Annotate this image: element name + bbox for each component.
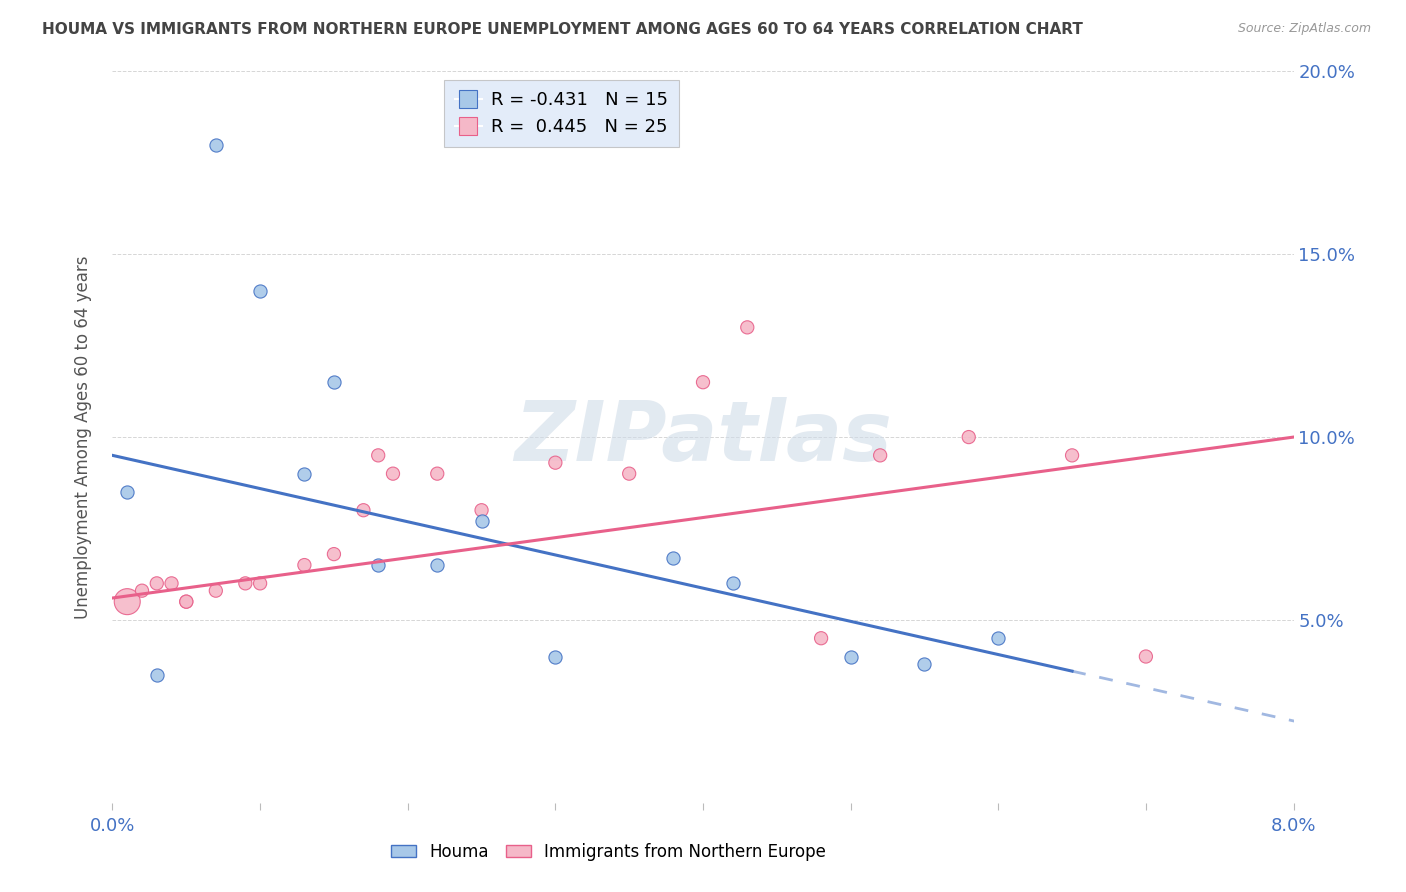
Point — [205, 137, 228, 152]
Point — [721, 576, 744, 591]
Point — [426, 467, 449, 481]
Point — [292, 467, 315, 481]
Point — [367, 558, 389, 573]
Point — [987, 632, 1010, 646]
Point — [619, 467, 641, 481]
Point — [323, 547, 346, 561]
Point — [426, 558, 449, 573]
Point — [957, 430, 980, 444]
Legend: Houma, Immigrants from Northern Europe: Houma, Immigrants from Northern Europe — [384, 837, 832, 868]
Text: Source: ZipAtlas.com: Source: ZipAtlas.com — [1237, 22, 1371, 36]
Point — [869, 449, 891, 463]
Point — [249, 576, 271, 591]
Point — [117, 594, 138, 608]
Point — [737, 320, 759, 334]
Point — [160, 576, 183, 591]
Point — [352, 503, 374, 517]
Text: ZIPatlas: ZIPatlas — [515, 397, 891, 477]
Point — [1135, 649, 1157, 664]
Point — [544, 456, 567, 470]
Point — [382, 467, 405, 481]
Text: HOUMA VS IMMIGRANTS FROM NORTHERN EUROPE UNEMPLOYMENT AMONG AGES 60 TO 64 YEARS : HOUMA VS IMMIGRANTS FROM NORTHERN EUROPE… — [42, 22, 1083, 37]
Point — [174, 594, 197, 608]
Point — [233, 576, 256, 591]
Point — [839, 649, 862, 664]
Point — [205, 583, 228, 598]
Point — [810, 632, 832, 646]
Point — [692, 376, 714, 390]
Point — [131, 583, 153, 598]
Point — [249, 284, 271, 298]
Y-axis label: Unemployment Among Ages 60 to 64 years: Unemployment Among Ages 60 to 64 years — [73, 255, 91, 619]
Point — [471, 514, 494, 528]
Point — [914, 657, 936, 671]
Point — [174, 594, 197, 608]
Point — [1062, 449, 1084, 463]
Point — [471, 503, 494, 517]
Point — [117, 485, 138, 500]
Point — [146, 667, 169, 681]
Point — [292, 558, 315, 573]
Point — [367, 449, 389, 463]
Point — [323, 376, 346, 390]
Point — [544, 649, 567, 664]
Point — [146, 576, 169, 591]
Point — [662, 550, 685, 565]
